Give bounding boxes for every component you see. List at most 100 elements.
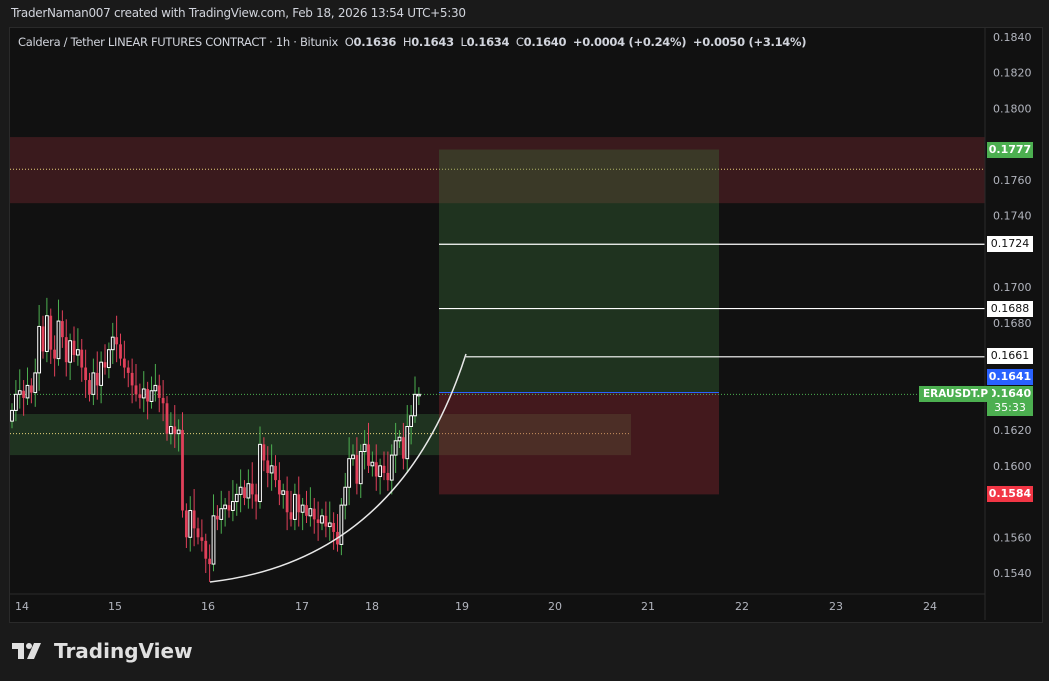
time-axis-label: 19 <box>455 600 469 613</box>
candle-down <box>196 528 200 538</box>
stop-price-tag: 0.1584 <box>987 486 1033 502</box>
price-axis-label: 0.1700 <box>993 281 1032 294</box>
long-position-profit-zone <box>439 149 719 393</box>
candle-down <box>146 388 150 402</box>
candle-up <box>33 372 38 394</box>
level-tag-2: 0.1688 <box>987 301 1033 317</box>
candle-up <box>91 372 96 395</box>
candle-up <box>292 493 297 520</box>
chart-pane[interactable] <box>9 27 1043 623</box>
candle-down <box>289 512 293 520</box>
candle-down <box>355 455 359 484</box>
candle-up <box>153 384 158 392</box>
candle-up <box>281 490 286 495</box>
candle-up <box>347 458 352 488</box>
candle-up <box>234 493 239 503</box>
candle-down <box>64 337 68 363</box>
candle-down <box>386 472 390 481</box>
candle-up <box>44 315 49 352</box>
price-axis-label: 0.1840 <box>993 31 1032 44</box>
candle-up <box>308 508 313 517</box>
candle-down <box>324 515 328 527</box>
candle-up <box>176 429 181 435</box>
rounding-bottom-curve <box>209 353 467 583</box>
chart-credit: TraderNaman007 created with TradingView.… <box>11 6 466 20</box>
time-axis-label: 24 <box>923 600 937 613</box>
candle-down <box>41 326 45 352</box>
candle-up <box>219 508 224 520</box>
resistance-zone <box>10 137 985 204</box>
candle-up <box>343 486 348 506</box>
candle-down <box>173 426 177 434</box>
candle-down <box>254 494 258 502</box>
open-label: O <box>344 35 354 49</box>
candle-down <box>200 537 204 541</box>
candle-down <box>130 372 134 386</box>
candle-down <box>262 444 266 461</box>
candle-up <box>258 443 262 503</box>
symbol-name[interactable]: Caldera / Tether LINEAR FUTURES CONTRACT… <box>18 35 339 49</box>
time-axis-label: 16 <box>201 600 215 613</box>
candle-down <box>165 403 169 434</box>
candle-down <box>126 367 130 373</box>
candle-down <box>243 487 246 498</box>
candle-up <box>351 454 355 460</box>
candle-up <box>320 515 324 524</box>
candle-up <box>68 340 73 363</box>
candle-up <box>362 443 367 453</box>
bar-countdown: 35:33 <box>994 401 1026 414</box>
candle-up <box>269 465 274 474</box>
price-axis-label: 0.1600 <box>993 460 1032 473</box>
price-axis-label: 0.1560 <box>993 531 1032 544</box>
candle-down <box>119 344 122 359</box>
candle-down <box>305 505 308 516</box>
candle-down <box>157 385 161 398</box>
candle-up <box>300 504 305 513</box>
candle-up <box>370 461 375 467</box>
price-axis-label: 0.1680 <box>993 317 1032 330</box>
tradingview-logo[interactable]: TradingView <box>12 639 193 663</box>
low-label: L <box>460 35 467 49</box>
close-label: C <box>515 35 524 49</box>
candle-down <box>22 390 26 398</box>
candle-down <box>367 444 370 466</box>
candle-down <box>204 540 208 559</box>
candle-down <box>382 465 386 473</box>
low-value: 0.1634 <box>466 35 510 49</box>
candle-down <box>29 385 33 393</box>
candle-down <box>215 515 219 520</box>
candle-down <box>374 462 378 477</box>
candle-up <box>149 390 154 402</box>
long-position-loss-zone <box>439 392 719 495</box>
candle-up <box>416 393 421 397</box>
symbol-price-label: ERAUSDT.P <box>919 386 993 402</box>
candle-down <box>316 519 320 523</box>
candle-up <box>238 486 243 495</box>
time-axis-label: 18 <box>365 600 379 613</box>
time-axis-label: 14 <box>15 600 29 613</box>
time-axis-label: 22 <box>735 600 749 613</box>
candle-down <box>401 437 405 459</box>
time-axis-label: 21 <box>641 600 655 613</box>
candle-down <box>274 465 277 481</box>
candle-down <box>95 372 99 386</box>
candle-down <box>332 522 336 532</box>
level-tag-3: 0.1661 <box>987 348 1033 364</box>
level-tag-1: 0.1724 <box>987 236 1033 252</box>
candle-up <box>10 409 14 422</box>
time-axis-label: 17 <box>295 600 309 613</box>
candle-up <box>168 426 173 435</box>
candle-down <box>80 349 84 368</box>
price-axis-label: 0.1740 <box>993 210 1032 223</box>
high-value: 0.1643 <box>411 35 454 49</box>
candle-down <box>53 349 57 359</box>
time-axis-label: 20 <box>548 600 562 613</box>
support-zone <box>10 413 631 456</box>
change-value: +0.0004 (+0.24%) <box>572 35 687 49</box>
candle-up <box>141 388 146 399</box>
candle-up <box>389 454 394 481</box>
candle-down <box>115 337 119 345</box>
candle-up <box>393 440 398 456</box>
candle-down <box>181 430 184 511</box>
